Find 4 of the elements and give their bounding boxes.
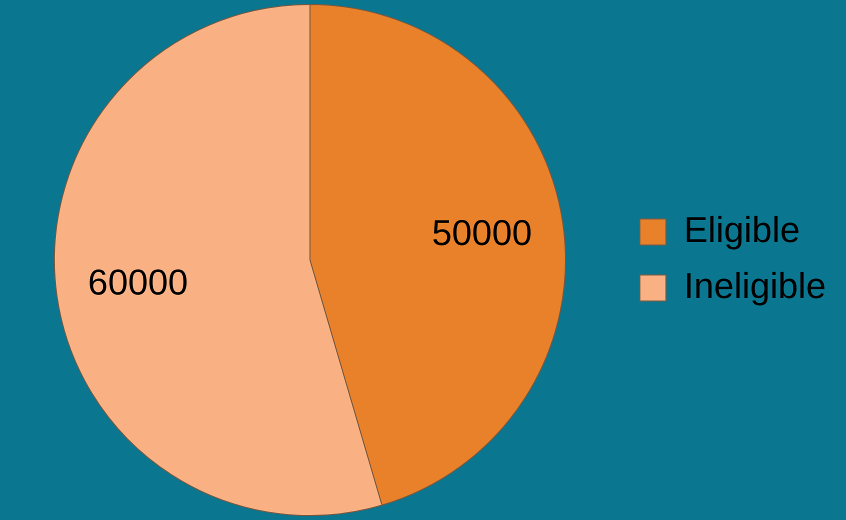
legend-label: Ineligible <box>684 264 826 306</box>
data-label: 50000 <box>432 212 532 254</box>
legend-label: Eligible <box>684 208 800 250</box>
data-label: 60000 <box>88 262 188 303</box>
